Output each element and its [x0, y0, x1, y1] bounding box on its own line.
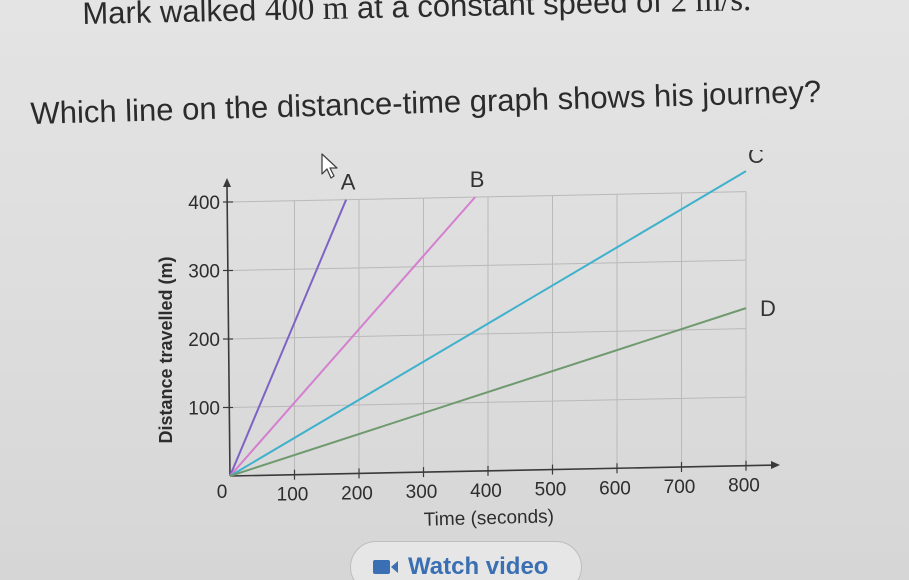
series-line-d: [229, 307, 747, 477]
series-label-b: B: [470, 167, 485, 192]
series-line-b: [229, 196, 476, 477]
x-tick-label: 100: [277, 485, 309, 506]
question-text-prefix: Mark walked: [82, 0, 266, 31]
y-tick-label: 100: [188, 399, 220, 420]
grid-line-horizontal: [229, 191, 747, 203]
y-axis-arrow-icon: [223, 178, 231, 187]
y-tick-label: 300: [188, 262, 220, 283]
speed-value: 2 m/s.: [670, 0, 752, 20]
x-tick-label: 300: [406, 482, 438, 503]
series-label-a: A: [341, 170, 356, 195]
x-tick-label: 700: [664, 477, 696, 498]
x-tick-label: 600: [599, 478, 631, 499]
series-lines: A B C D: [229, 150, 776, 477]
y-axis-label: Distance travelled (m): [156, 256, 176, 443]
x-axis-label: Time (seconds): [423, 506, 554, 530]
x-axis-arrow-icon: [771, 461, 780, 469]
series-label-d: D: [760, 296, 776, 321]
series-label-c: C: [748, 150, 764, 168]
y-axis-line: [226, 185, 231, 477]
grid-lines: [229, 191, 747, 475]
question-line-1: Mark walked 400 m at a constant speed of…: [82, 0, 752, 33]
grid-line-horizontal: [229, 328, 747, 340]
tick-labels: 100 200 300 400 500 600 700 800 100 200 300 400: [188, 193, 760, 506]
series-line-a: [229, 199, 348, 477]
question-line-2: Which line on the distance-time graph sh…: [30, 73, 822, 131]
distance-value: 400 m: [264, 0, 349, 29]
grid-line-horizontal: [229, 396, 747, 408]
y-tick-label: 400: [188, 193, 220, 214]
series-line-c: [229, 170, 747, 477]
x-axis-line: [229, 464, 773, 477]
watch-video-label: Watch video: [408, 553, 549, 580]
pointer-arrow-icon: [321, 153, 338, 179]
x-tick-label: 400: [470, 481, 502, 502]
y-tick-label: 200: [188, 330, 220, 351]
x-tick-label: 500: [535, 480, 567, 501]
distance-time-graph: 100 200 300 400 500 600 700 800 100 200 300 400 A B C…: [156, 150, 780, 530]
x-tick-label: 200: [341, 483, 373, 504]
question-text-middle: at a constant speed of: [347, 0, 671, 26]
video-camera-icon: [373, 560, 398, 574]
x-tick-label: 800: [728, 476, 760, 497]
origin-label: 0: [217, 482, 228, 503]
watch-video-button[interactable]: Watch video: [350, 541, 582, 580]
